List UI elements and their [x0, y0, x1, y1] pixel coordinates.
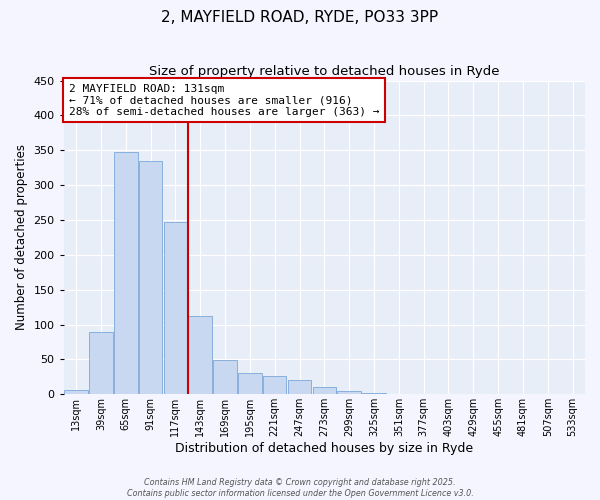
Bar — [238, 372, 262, 394]
Bar — [164, 222, 187, 394]
X-axis label: Distribution of detached houses by size in Ryde: Distribution of detached houses by size … — [175, 442, 473, 455]
Bar — [288, 380, 311, 394]
Bar — [188, 316, 212, 394]
Bar — [362, 393, 386, 394]
Y-axis label: Number of detached properties: Number of detached properties — [15, 144, 28, 330]
Bar — [313, 388, 336, 394]
Bar — [213, 360, 237, 394]
Bar — [64, 390, 88, 394]
Bar — [337, 391, 361, 394]
Text: 2, MAYFIELD ROAD, RYDE, PO33 3PP: 2, MAYFIELD ROAD, RYDE, PO33 3PP — [161, 10, 439, 25]
Title: Size of property relative to detached houses in Ryde: Size of property relative to detached ho… — [149, 65, 500, 78]
Bar — [139, 160, 163, 394]
Text: 2 MAYFIELD ROAD: 131sqm
← 71% of detached houses are smaller (916)
28% of semi-d: 2 MAYFIELD ROAD: 131sqm ← 71% of detache… — [69, 84, 379, 117]
Bar — [89, 332, 113, 394]
Bar — [263, 376, 286, 394]
Text: Contains HM Land Registry data © Crown copyright and database right 2025.
Contai: Contains HM Land Registry data © Crown c… — [127, 478, 473, 498]
Bar — [114, 152, 137, 394]
